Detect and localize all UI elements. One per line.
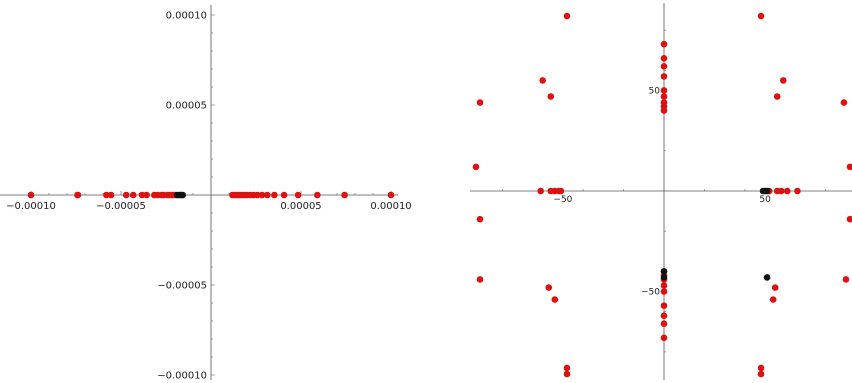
red-data-point bbox=[757, 370, 765, 378]
y-tick-label: 50 bbox=[649, 87, 661, 97]
y-tick-label: 0.00005 bbox=[166, 101, 207, 112]
x-tick-label: 0.00005 bbox=[280, 201, 321, 212]
red-data-point bbox=[314, 191, 321, 199]
red-data-point bbox=[842, 276, 850, 283]
red-data-point bbox=[660, 282, 668, 289]
x-tick-label: 50 bbox=[759, 195, 771, 205]
red-data-point bbox=[660, 107, 668, 114]
red-data-point bbox=[771, 284, 779, 291]
red-data-point bbox=[103, 191, 110, 199]
red-data-point bbox=[660, 73, 668, 80]
red-data-point bbox=[563, 12, 571, 20]
red-data-point bbox=[476, 99, 484, 106]
red-data-point bbox=[551, 296, 559, 303]
red-data-point bbox=[563, 370, 571, 378]
red-data-point bbox=[660, 54, 668, 62]
red-data-point bbox=[660, 334, 668, 342]
black-data-point bbox=[763, 187, 771, 195]
red-data-point bbox=[563, 364, 571, 372]
y-tick-label: 0.00010 bbox=[166, 11, 207, 22]
red-data-point bbox=[472, 163, 480, 171]
red-data-point bbox=[840, 99, 848, 106]
red-data-point bbox=[264, 191, 271, 199]
red-data-point bbox=[476, 276, 484, 283]
red-data-point bbox=[660, 40, 668, 48]
red-data-point bbox=[280, 191, 288, 199]
red-data-point bbox=[846, 215, 852, 223]
x-tick-label: 0.00010 bbox=[370, 201, 411, 212]
red-data-point bbox=[537, 187, 544, 195]
x-tick-label: −0.00010 bbox=[6, 201, 56, 212]
red-data-point bbox=[294, 191, 302, 199]
red-data-point bbox=[784, 187, 791, 195]
red-data-point bbox=[660, 87, 668, 94]
y-tick-label: −50 bbox=[641, 288, 660, 298]
red-data-point bbox=[539, 77, 546, 84]
x-tick-label: −50 bbox=[553, 195, 572, 205]
red-data-point bbox=[660, 63, 668, 70]
black-data-point bbox=[660, 274, 668, 281]
red-data-point bbox=[777, 187, 785, 195]
red-data-point bbox=[660, 288, 668, 295]
red-data-point bbox=[387, 191, 395, 199]
red-data-point bbox=[779, 77, 787, 84]
red-data-point bbox=[143, 191, 150, 199]
black-data-point bbox=[179, 191, 187, 199]
red-data-point bbox=[476, 215, 484, 223]
red-data-point bbox=[258, 191, 266, 199]
black-data-point bbox=[763, 274, 771, 281]
red-data-point bbox=[74, 191, 82, 199]
x-tick-label: −0.00005 bbox=[96, 201, 146, 212]
red-data-point bbox=[122, 191, 130, 199]
right-scatter-plot: −50 50 50 −50 bbox=[470, 3, 852, 380]
red-data-point bbox=[660, 320, 668, 328]
red-data-point bbox=[545, 284, 553, 291]
red-data-point bbox=[757, 12, 765, 20]
y-tick-label: −0.00005 bbox=[157, 281, 207, 292]
red-data-point bbox=[271, 191, 278, 199]
red-data-point bbox=[773, 93, 781, 100]
red-data-point bbox=[547, 93, 555, 100]
red-data-point bbox=[757, 364, 765, 372]
red-data-point bbox=[660, 312, 668, 319]
left-scatter-plot: −0.00010 −0.00005 0.00005 0.00010 0.00010 0.0… bbox=[0, 5, 412, 382]
red-data-point bbox=[794, 187, 801, 195]
red-data-point bbox=[27, 191, 35, 199]
red-data-point bbox=[129, 191, 137, 199]
red-data-point bbox=[254, 191, 261, 199]
red-data-point bbox=[107, 191, 115, 199]
red-data-point bbox=[341, 191, 348, 199]
red-data-point bbox=[846, 163, 852, 171]
red-data-point bbox=[660, 93, 668, 100]
black-data-point bbox=[660, 268, 668, 275]
y-tick-label: −0.00010 bbox=[157, 371, 207, 382]
red-data-point bbox=[769, 296, 777, 303]
red-data-point bbox=[660, 302, 668, 309]
red-data-point bbox=[557, 187, 565, 195]
